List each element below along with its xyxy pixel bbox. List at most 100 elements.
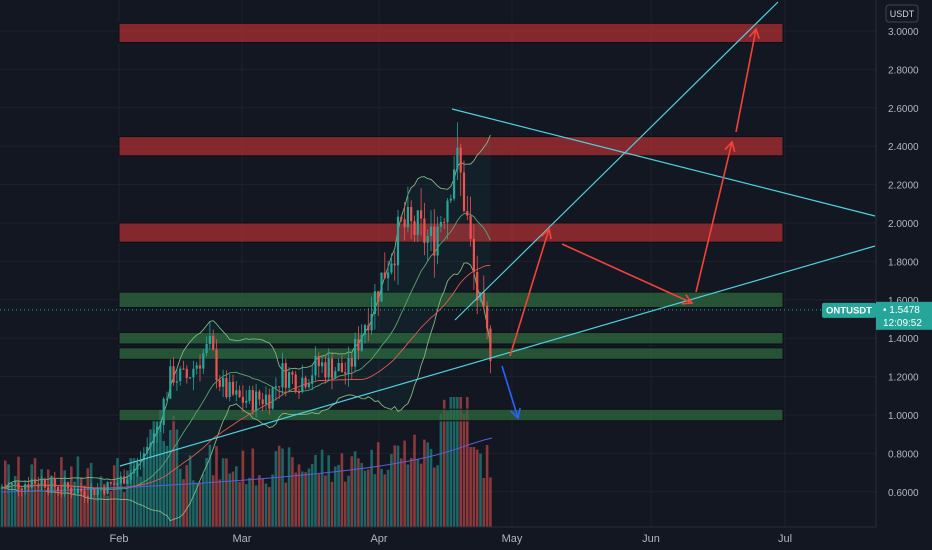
- volume-bar: [99, 476, 103, 527]
- support-zone[interactable]: [118, 408, 784, 422]
- time-tick-may: May: [502, 533, 523, 545]
- support-zone[interactable]: [118, 347, 784, 360]
- candle-body: [443, 221, 446, 223]
- resistance-zone[interactable]: [118, 22, 784, 44]
- volume-bar: [264, 483, 268, 527]
- volume-bar: [284, 482, 288, 527]
- countdown: 12:09:52: [883, 318, 922, 329]
- candle-body: [33, 481, 37, 484]
- arrow-down-to-1[interactable]: [501, 365, 521, 420]
- candle-body: [373, 291, 376, 314]
- volume-bar: [202, 474, 205, 527]
- volume-bar: [271, 474, 274, 527]
- upper-band: [2, 134, 491, 489]
- price-axis[interactable]: 3.0000 2.8000 2.6000 2.4000 2.2000 2.0000 1.80…: [875, 0, 932, 527]
- volume-bar: [162, 441, 165, 527]
- candle-body: [393, 263, 396, 266]
- volume-bar: [136, 466, 139, 527]
- candle-body: [192, 368, 195, 378]
- candle-body: [278, 386, 281, 388]
- candle-body: [37, 483, 40, 485]
- volume-bar: [433, 467, 436, 527]
- candle-body: [146, 446, 149, 454]
- volume-bar: [258, 475, 261, 527]
- volume-bar: [489, 477, 492, 527]
- volume-bar: [13, 476, 17, 527]
- arrow-rally-2-4[interactable]: [695, 140, 736, 293]
- candle-body: [436, 226, 439, 256]
- candle-body: [304, 377, 307, 388]
- volume-bar: [357, 458, 360, 527]
- price-tick: 1.0000: [888, 411, 919, 422]
- arrow-up-to-2[interactable]: [509, 227, 552, 357]
- volume-bar: [254, 485, 258, 527]
- projection-arrows: [501, 27, 760, 420]
- volume-bar: [10, 486, 14, 527]
- candle-body: [271, 387, 274, 409]
- volume-bar: [175, 429, 179, 527]
- candle-body: [27, 484, 30, 488]
- candle-body: [198, 365, 202, 369]
- candle-body: [0, 487, 4, 489]
- support-zone[interactable]: [118, 331, 784, 345]
- candle-body: [446, 200, 449, 223]
- volume-bar: [241, 450, 245, 527]
- candle-body: [50, 478, 53, 491]
- candle-body: [370, 313, 373, 331]
- candle-body: [132, 469, 136, 474]
- trendline-descending[interactable]: [451, 108, 876, 217]
- trendline-steep-rising[interactable]: [454, 1, 779, 321]
- price-tick: 2.2000: [888, 181, 919, 192]
- resistance-zone[interactable]: [118, 136, 784, 157]
- volume-bar: [324, 475, 327, 527]
- volume-bar: [46, 469, 50, 527]
- candle-body: [453, 169, 456, 199]
- volume-bar: [7, 464, 10, 527]
- volume-bar: [66, 481, 70, 527]
- arrow-pullback[interactable]: [561, 243, 694, 305]
- candle-body: [416, 210, 419, 235]
- candle-body: [139, 459, 142, 463]
- volume-bar: [122, 492, 126, 527]
- candle-body: [182, 368, 185, 370]
- candle-body: [119, 476, 122, 483]
- candle-body: [40, 479, 43, 485]
- support-zone[interactable]: [118, 291, 784, 308]
- candle-body: [317, 355, 320, 367]
- time-axis[interactable]: Feb Mar Apr May Jun Jul: [0, 526, 932, 550]
- candle-body: [413, 221, 416, 235]
- volume-bar: [139, 476, 142, 527]
- candle-body: [53, 478, 56, 487]
- volume-bar: [142, 456, 146, 527]
- candle-body: [172, 366, 175, 383]
- volume-bar: [310, 464, 314, 527]
- candle-body: [426, 235, 429, 243]
- volume-bar: [261, 478, 264, 527]
- candle-body: [241, 396, 244, 403]
- volume-bar: [211, 475, 215, 527]
- currency-badge[interactable]: USDT: [885, 4, 919, 23]
- candle-body: [383, 272, 386, 279]
- volume-bar: [4, 460, 7, 527]
- trendline-rising-support[interactable]: [119, 245, 876, 467]
- volume-bar: [192, 480, 195, 527]
- candle-body: [80, 489, 83, 492]
- arrow-rally-3[interactable]: [735, 27, 760, 133]
- resistance-zone[interactable]: [118, 222, 784, 243]
- candle-body: [235, 390, 238, 395]
- volume-bar: [225, 458, 228, 527]
- price-tick: 2.4000: [888, 142, 919, 153]
- volume-bar: [83, 485, 86, 527]
- candle-body: [106, 482, 109, 494]
- price-tag[interactable]: ONTUSDT • 1.5478 12:09:52: [822, 301, 932, 330]
- candle-body: [76, 489, 79, 494]
- volume-bar: [40, 469, 43, 527]
- candle-body: [109, 482, 112, 484]
- volume-bar: [466, 397, 469, 527]
- volume-bar: [165, 445, 169, 527]
- volume-bar: [205, 457, 208, 527]
- volume-bar: [314, 454, 317, 527]
- volume-bar: [208, 444, 212, 527]
- candle-body: [456, 147, 459, 170]
